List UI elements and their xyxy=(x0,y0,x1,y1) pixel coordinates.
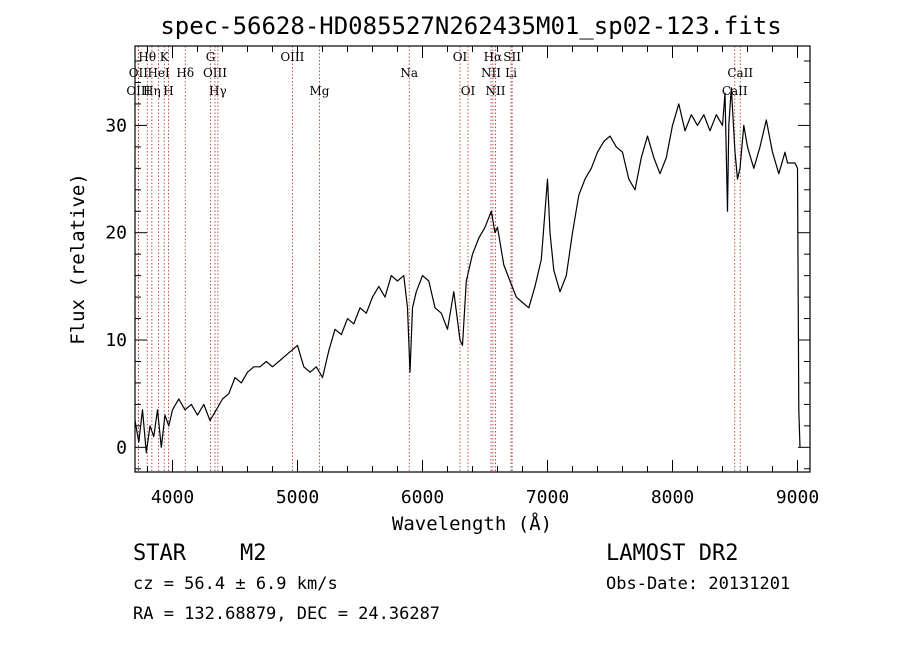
observation-date: Obs-Date: 20131201 xyxy=(606,574,790,594)
x-tick-label-1: 5000 xyxy=(276,487,319,508)
line-label-8: G xyxy=(206,50,216,64)
line-label-4: Hη xyxy=(143,84,161,98)
redshift-velocity: cz = 56.4 ± 6.9 km/s xyxy=(133,574,338,594)
line-label-9: OIII xyxy=(203,66,227,80)
line-label-2: OIII xyxy=(126,84,150,98)
ra-dec-coordinates: RA = 132.68879, DEC = 24.36287 xyxy=(133,604,440,624)
x-tick-label-3: 7000 xyxy=(526,487,569,508)
line-label-11: OIII xyxy=(280,50,304,64)
line-label-14: OI xyxy=(453,50,468,64)
line-label-17: NII xyxy=(481,66,501,80)
line-label-3: HeI xyxy=(147,66,170,80)
object-class: STAR xyxy=(133,541,187,566)
object-subclass: M2 xyxy=(240,541,267,566)
y-axis-label: Flux (relative) xyxy=(67,173,89,345)
x-tick-label-5: 9000 xyxy=(776,487,819,508)
spectrum-line xyxy=(134,87,801,454)
line-label-18: NII xyxy=(486,84,506,98)
line-label-1: OII xyxy=(129,66,149,80)
line-label-15: OI xyxy=(461,84,476,98)
line-label-21: CaII xyxy=(727,66,753,80)
line-label-19: SII xyxy=(503,50,521,64)
spectral-line-labels: Hθ OII OIII HeI Hη K HHδ G OIII Hγ OIII Mg Na OI OI Hα N… xyxy=(126,50,753,98)
line-label-12: Mg xyxy=(310,84,330,98)
line-label-0: Hθ xyxy=(138,50,156,64)
chart-title: spec-56628-HD085527N262435M01_sp02-123.f… xyxy=(160,12,781,40)
y-tick-label-3: 30 xyxy=(105,115,127,136)
y-axis-ticks: 0 10 20 30 xyxy=(105,60,810,470)
x-tick-label-4: 8000 xyxy=(651,487,694,508)
y-tick-label-0: 0 xyxy=(116,437,127,458)
x-tick-label-0: 4000 xyxy=(151,487,194,508)
line-label-16: Hα xyxy=(484,50,503,64)
line-label-7: Hδ xyxy=(176,66,194,80)
y-tick-label-2: 20 xyxy=(105,223,127,244)
x-axis-ticks: 4000 5000 6000 7000 8000 9000 xyxy=(147,46,819,508)
line-label-5: K xyxy=(160,50,170,64)
line-label-10: Hγ xyxy=(209,84,227,98)
survey-name: LAMOST DR2 xyxy=(606,541,738,566)
y-tick-label-1: 10 xyxy=(105,330,127,351)
spectral-line-markers xyxy=(137,46,741,472)
line-label-22: CaII xyxy=(722,84,748,98)
x-tick-label-2: 6000 xyxy=(401,487,444,508)
plot-frame xyxy=(134,45,811,473)
line-label-13: Na xyxy=(400,66,418,80)
line-label-6: H xyxy=(163,84,173,98)
line-label-20: Li xyxy=(505,66,517,80)
x-axis-label: Wavelength (Å) xyxy=(392,512,552,535)
